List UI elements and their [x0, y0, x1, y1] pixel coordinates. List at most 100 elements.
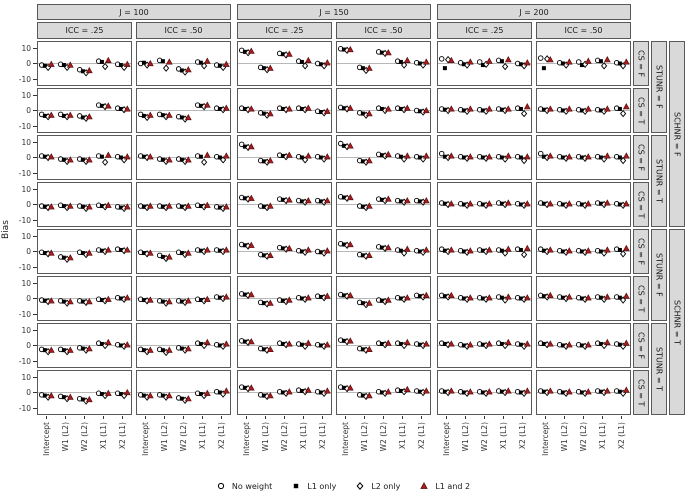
data-point-l1-and-2	[447, 56, 455, 63]
legend-item-no-weight: No weight	[215, 480, 272, 492]
data-point-l1-and-2	[384, 388, 392, 395]
x-tick-label: Intercept	[540, 422, 550, 456]
data-point-no-weight	[537, 55, 544, 61]
data-point-l1-only	[442, 66, 447, 71]
data-point-l1-only	[299, 342, 304, 347]
data-point-l1-only	[560, 202, 565, 207]
data-point-l1-only	[541, 66, 546, 71]
data-point-l1-and-2	[203, 201, 211, 208]
x-tick-mark	[383, 416, 384, 419]
data-point-l1-and-2	[365, 109, 373, 117]
data-point-l1-only	[217, 295, 222, 300]
data-point-l1-and-2	[47, 391, 55, 399]
data-point-l1-only	[80, 251, 85, 256]
panel-schnrF-stunrF-csT-col1	[37, 88, 132, 133]
data-point-l1-and-2	[403, 197, 411, 204]
data-point-l1-and-2	[247, 105, 255, 112]
data-point-l1-and-2	[85, 297, 93, 305]
data-point-l1-and-2	[546, 340, 554, 347]
data-point-l1-and-2	[403, 152, 411, 159]
data-point-l1-only	[579, 202, 584, 207]
data-point-l1-only	[560, 61, 565, 66]
y-tick-label: -10	[18, 121, 31, 131]
data-point-l1-only	[160, 59, 165, 64]
strip-col-sub-3: ICC = .25	[237, 22, 332, 39]
data-point-l1-only	[560, 155, 565, 160]
data-point-l1-and-2	[523, 153, 531, 160]
y-tick-mark	[33, 110, 37, 111]
data-point-l1-and-2	[384, 150, 392, 157]
data-point-l1-only	[80, 346, 85, 351]
data-point-l1-only	[379, 298, 384, 303]
data-point-l1-and-2	[523, 294, 531, 301]
y-tick-mark	[33, 376, 37, 378]
data-point-l1-only	[360, 393, 365, 398]
data-point-l1-only	[61, 63, 66, 68]
data-point-l1-and-2	[247, 47, 255, 54]
data-point-l1-and-2	[266, 345, 274, 352]
panel-schnrF-stunrT-csF-col4	[336, 135, 431, 180]
data-point-l1-and-2	[47, 111, 55, 118]
data-point-l1-only	[499, 107, 504, 112]
data-point-l1-and-2	[346, 142, 354, 149]
data-point-l2-only	[201, 62, 208, 70]
data-point-l1-only	[480, 202, 485, 207]
x-tick-mark	[322, 416, 323, 419]
data-point-l1-and-2	[104, 246, 112, 253]
data-point-l1-only	[617, 342, 622, 347]
data-point-l1-only	[80, 115, 85, 120]
data-point-l1-and-2	[247, 291, 255, 298]
data-point-l1-only	[198, 60, 203, 65]
data-point-l1-only	[160, 348, 165, 353]
data-point-l1-only	[118, 63, 123, 68]
data-point-l1-and-2	[447, 152, 455, 159]
data-point-l1-only	[360, 159, 365, 164]
y-tick-mark	[33, 251, 37, 252]
data-point-l1-only	[560, 295, 565, 300]
data-point-l1-only	[261, 393, 266, 398]
data-point-l1-and-2	[447, 200, 455, 207]
data-point-l1-only	[499, 341, 504, 346]
strip-col-sub-5: ICC = .25	[437, 22, 532, 39]
panel-schnrT-stunrF-csT-col4	[336, 276, 431, 321]
data-point-l1-only	[341, 47, 346, 52]
data-point-l1-and-2	[222, 293, 230, 300]
data-point-l1-and-2	[85, 66, 93, 74]
data-point-l1-and-2	[323, 197, 331, 204]
x-tick-mark	[484, 416, 485, 419]
panel-schnrT-stunrF-csF-col4	[336, 229, 431, 274]
y-tick-mark	[33, 141, 37, 143]
y-tick-label: -10	[18, 215, 31, 225]
data-point-l1-only	[80, 397, 85, 402]
data-point-l1-only	[579, 108, 584, 113]
data-point-l1-only	[417, 294, 422, 299]
data-point-l1-and-2	[184, 113, 192, 121]
data-point-l1-and-2	[422, 197, 430, 204]
data-point-l1-only	[318, 294, 323, 299]
data-point-l1-and-2	[304, 339, 312, 346]
data-point-l1-only	[99, 392, 104, 397]
data-point-l1-and-2	[266, 391, 274, 399]
data-point-l1-only	[518, 106, 523, 111]
data-point-l2-only	[302, 62, 309, 70]
y-tick-mark	[33, 219, 37, 221]
data-point-l1-and-2	[104, 201, 112, 208]
data-point-l1-only	[299, 59, 304, 64]
data-point-l1-only	[242, 49, 247, 54]
data-point-l1-and-2	[485, 153, 493, 160]
data-point-l1-and-2	[565, 200, 573, 207]
data-point-l1-and-2	[603, 246, 611, 253]
y-tick-mark	[33, 298, 37, 299]
data-point-l1-only	[280, 298, 285, 303]
data-point-l1-only	[141, 348, 146, 353]
data-point-l1-only	[541, 341, 546, 346]
data-point-l1-and-2	[266, 299, 274, 306]
data-point-l1-and-2	[504, 387, 512, 394]
data-point-l1-only	[179, 204, 184, 209]
x-tick-label: Intercept	[340, 422, 350, 456]
data-point-l1-and-2	[565, 153, 573, 160]
x-tick-mark	[46, 416, 47, 419]
data-point-l2-only	[620, 156, 627, 165]
data-point-l1-and-2	[203, 295, 211, 302]
data-point-l1-only	[518, 296, 523, 301]
